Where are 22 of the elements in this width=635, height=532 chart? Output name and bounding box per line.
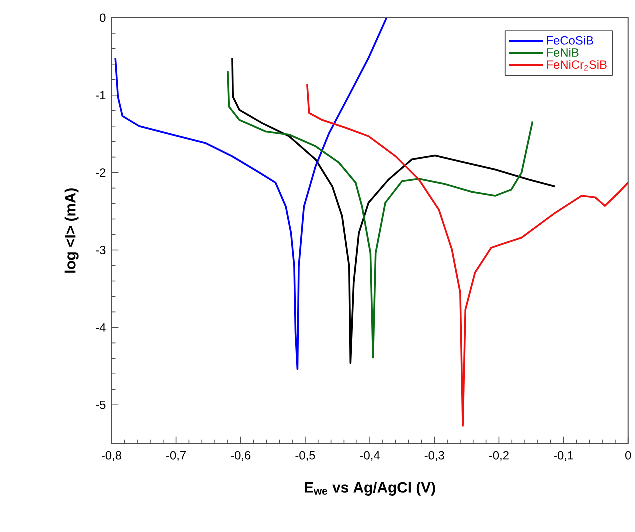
- y-tick-label: 0: [100, 14, 106, 22]
- legend-label: FeCoSiB: [547, 36, 594, 46]
- legend-label: FeNiB: [547, 48, 579, 58]
- line-series: [306, 84, 628, 428]
- x-axis-title: E$_{we}$ vs Ag/AgCl (V): [305, 482, 436, 496]
- x-tick-label: -0,8: [102, 452, 122, 462]
- x-tick-label: -0,3: [424, 452, 444, 462]
- x-tick-label: 0: [626, 452, 632, 460]
- x-tick-label: -0,6: [231, 452, 251, 462]
- y-tick-label: -1: [96, 91, 106, 100]
- y-tick-label: -4: [96, 324, 106, 332]
- legend-label: FeNiCr$_{2}$SiB: [547, 60, 607, 71]
- x-tick-label: -0,1: [554, 452, 574, 462]
- y-tick-label: -2: [96, 168, 106, 178]
- y-tick-label: -3: [96, 246, 106, 255]
- y-tick-label: -5: [96, 401, 106, 410]
- x-tick-label: -0,4: [360, 452, 380, 462]
- x-tick-label: -0,5: [296, 452, 316, 462]
- line-series: [114, 18, 388, 371]
- y-axis-title: log <I> (mA): [64, 188, 79, 274]
- x-tick-label: -0,2: [489, 452, 509, 462]
- x-tick-label: -0,7: [166, 452, 186, 462]
